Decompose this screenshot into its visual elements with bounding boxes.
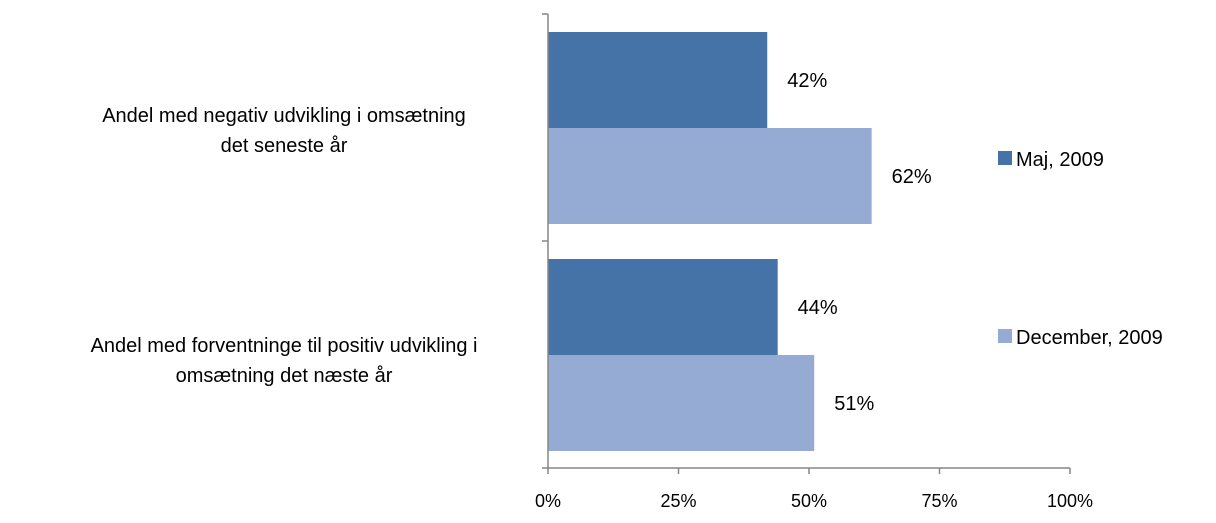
x-tick-label: 0% xyxy=(535,491,561,511)
bars-layer xyxy=(548,32,872,451)
legend-label-december-2009: December, 2009 xyxy=(1016,327,1163,349)
legend-swatch-december-2009 xyxy=(998,329,1012,343)
data-label: 44% xyxy=(798,297,838,319)
category-labels-layer: Andel med negativ udvikling i omsætning d… xyxy=(91,105,478,387)
category-label-2: omsætning det næste år xyxy=(176,365,393,387)
bar-december-2009-1 xyxy=(548,128,872,224)
data-labels-layer: 42% 44% 62% 51% xyxy=(787,70,932,415)
x-tick-label: 25% xyxy=(660,491,696,511)
bar-maj-2009-2 xyxy=(548,259,778,355)
axes-layer: 0% 25% 50% 75% 100% xyxy=(535,13,1093,511)
legend-swatch-maj-2009 xyxy=(998,151,1012,165)
bar-december-2009-2 xyxy=(548,355,815,451)
data-label: 62% xyxy=(892,166,932,188)
data-label: 51% xyxy=(834,393,874,415)
legend: Maj, 2009 December, 2009 xyxy=(998,149,1163,349)
data-label: 42% xyxy=(787,70,827,92)
category-label-2: Andel med forventninge til positiv udvik… xyxy=(91,335,478,357)
legend-label-maj-2009: Maj, 2009 xyxy=(1016,149,1104,171)
x-tick-label: 75% xyxy=(921,491,957,511)
category-label-1: Andel med negativ udvikling i omsætning xyxy=(102,105,466,127)
bar-maj-2009-1 xyxy=(548,32,768,128)
x-tick-label: 50% xyxy=(791,491,827,511)
x-tick-label: 100% xyxy=(1047,491,1093,511)
category-label-1: det seneste år xyxy=(221,135,348,157)
